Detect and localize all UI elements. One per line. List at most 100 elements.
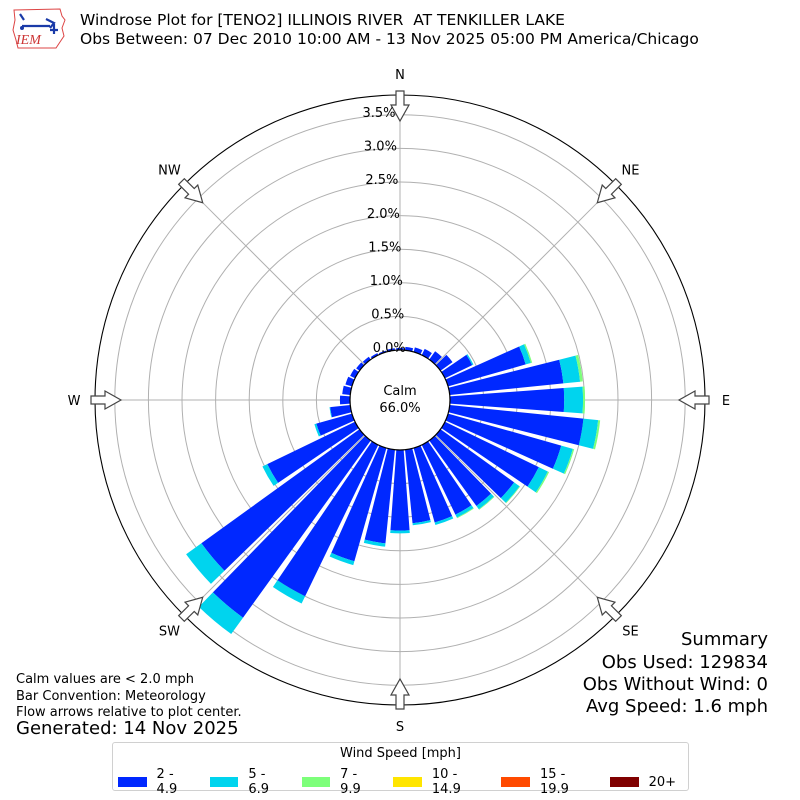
compass-label-se: SE <box>622 625 638 640</box>
compass-label-e: E <box>722 394 730 409</box>
radial-tick-label: 0.5% <box>371 307 404 322</box>
windrose-bar <box>390 449 410 531</box>
generated-date: Generated: 14 Nov 2025 <box>16 718 239 739</box>
windrose-bar <box>272 580 306 604</box>
windrose-bar <box>456 508 474 519</box>
windrose-bar <box>201 429 365 571</box>
windrose-bar <box>405 448 431 524</box>
compass-label-s: S <box>396 720 404 735</box>
legend-item: 20+ <box>609 774 676 790</box>
windrose-bar <box>500 482 520 503</box>
flow-arrow-icon <box>389 677 411 710</box>
windrose-bar <box>575 354 583 382</box>
windrose-bar <box>448 405 584 446</box>
calm-circle <box>349 349 451 451</box>
windrose-bar <box>339 395 351 405</box>
flow-arrow-icon <box>90 389 123 411</box>
windrose-bar <box>277 441 379 597</box>
windrose-bar <box>435 429 515 499</box>
flow-arrow-icon <box>596 177 623 204</box>
legend-swatch <box>209 777 239 787</box>
radial-tick-label: 0.0% <box>373 341 406 356</box>
grid-spoke <box>183 183 365 365</box>
windrose-bar <box>363 539 386 547</box>
windrose-bar <box>350 368 359 379</box>
windrose-bar <box>593 420 601 450</box>
windrose-bar <box>413 445 453 523</box>
windrose-bar <box>527 467 548 493</box>
bar-convention-note: Bar Convention: Meteorology <box>16 689 206 704</box>
windrose-bar <box>559 355 581 384</box>
windrose-bar <box>435 354 453 371</box>
windrose-bar <box>582 386 586 414</box>
legend-swatch <box>118 777 147 787</box>
windrose-bar <box>331 445 387 562</box>
radial-tick-label: 1.5% <box>368 240 401 255</box>
legend: Wind Speed [mph] 2 - 4.9 5 - 6.9 7 - 9.9 10… <box>112 742 689 797</box>
legend-item: 15 - 19.9 <box>501 767 597 797</box>
windrose-bar <box>329 552 355 566</box>
flow-arrows <box>90 90 710 710</box>
grid-spoke <box>435 183 617 365</box>
axis-labels: 0.0% 0.5% 1.0% 1.5% 2.0% 2.5% 3.0% 3.5% N NE E SE S S… <box>68 68 731 735</box>
legend-items: 2 - 4.9 5 - 6.9 7 - 9.9 10 - 14.9 15 - 19.9 2… <box>118 767 688 797</box>
windrose-bar <box>412 520 431 526</box>
flow-arrow-icon <box>177 177 204 204</box>
legend-label: 2 - 4.9 <box>156 767 178 797</box>
windrose-bar <box>212 435 371 618</box>
legend-label: 5 - 6.9 <box>248 767 270 797</box>
calm-label: Calm <box>383 384 416 399</box>
windrose-bar <box>330 405 352 418</box>
compass-label-ne: NE <box>622 163 640 178</box>
windrose-bar <box>267 421 359 483</box>
compass-label-w: W <box>68 394 81 409</box>
windrose-bar <box>441 354 473 379</box>
svg-text:IEM: IEM <box>15 33 42 48</box>
windrose-bar <box>262 464 279 486</box>
flow-arrow-icon <box>389 90 411 123</box>
legend-item: 5 - 6.9 <box>209 767 290 797</box>
legend-swatch <box>609 777 639 787</box>
windrose-bar <box>578 418 599 449</box>
calm-note: Calm values are < 2.0 mph <box>16 672 195 687</box>
windrose-bar <box>362 356 371 365</box>
flow-arrow-icon <box>177 596 204 623</box>
windrose-bar <box>421 441 472 515</box>
windrose-bar <box>445 346 526 387</box>
windrose-bar <box>563 448 575 475</box>
windrose-bar <box>441 421 539 487</box>
windrose-bar <box>329 407 332 418</box>
compass-label-nw: NW <box>158 163 181 178</box>
windrose-bar <box>390 530 410 534</box>
compass-label-sw: SW <box>159 625 180 640</box>
legend-label: 20+ <box>648 774 676 790</box>
radial-tick-label: 1.0% <box>370 274 403 289</box>
legend-swatch <box>301 777 331 787</box>
windrose-bar <box>449 387 565 413</box>
windrose-bar <box>370 353 379 359</box>
grid-spoke <box>183 435 365 617</box>
summary-obs-without-wind: Obs Without Wind: 0 <box>582 674 768 695</box>
windrose-bar <box>316 413 355 436</box>
windrose-bar <box>429 351 442 365</box>
iem-logo: IEM <box>10 6 66 50</box>
flow-arrow-icon <box>596 596 623 623</box>
windrose-bar <box>455 505 474 518</box>
radial-tick-label: 3.0% <box>364 140 397 155</box>
summary-avg-speed: Avg Speed: 1.6 mph <box>586 696 768 717</box>
windrose-bar <box>466 354 474 366</box>
compass-label-n: N <box>395 68 405 83</box>
windrose-bar <box>552 445 573 474</box>
windrose-bar <box>314 423 321 437</box>
legend-item: 7 - 9.9 <box>301 767 382 797</box>
windrose-bars <box>186 343 601 635</box>
flow-arrow-icon <box>677 389 710 411</box>
windrose-bar <box>186 543 225 584</box>
radial-tick-label: 2.0% <box>367 207 400 222</box>
windrose-bar <box>356 362 365 371</box>
radial-tick-label: 2.5% <box>365 173 398 188</box>
legend-item: 10 - 14.9 <box>393 767 489 797</box>
windrose-bar <box>434 516 454 526</box>
legend-label: 7 - 9.9 <box>340 767 361 797</box>
